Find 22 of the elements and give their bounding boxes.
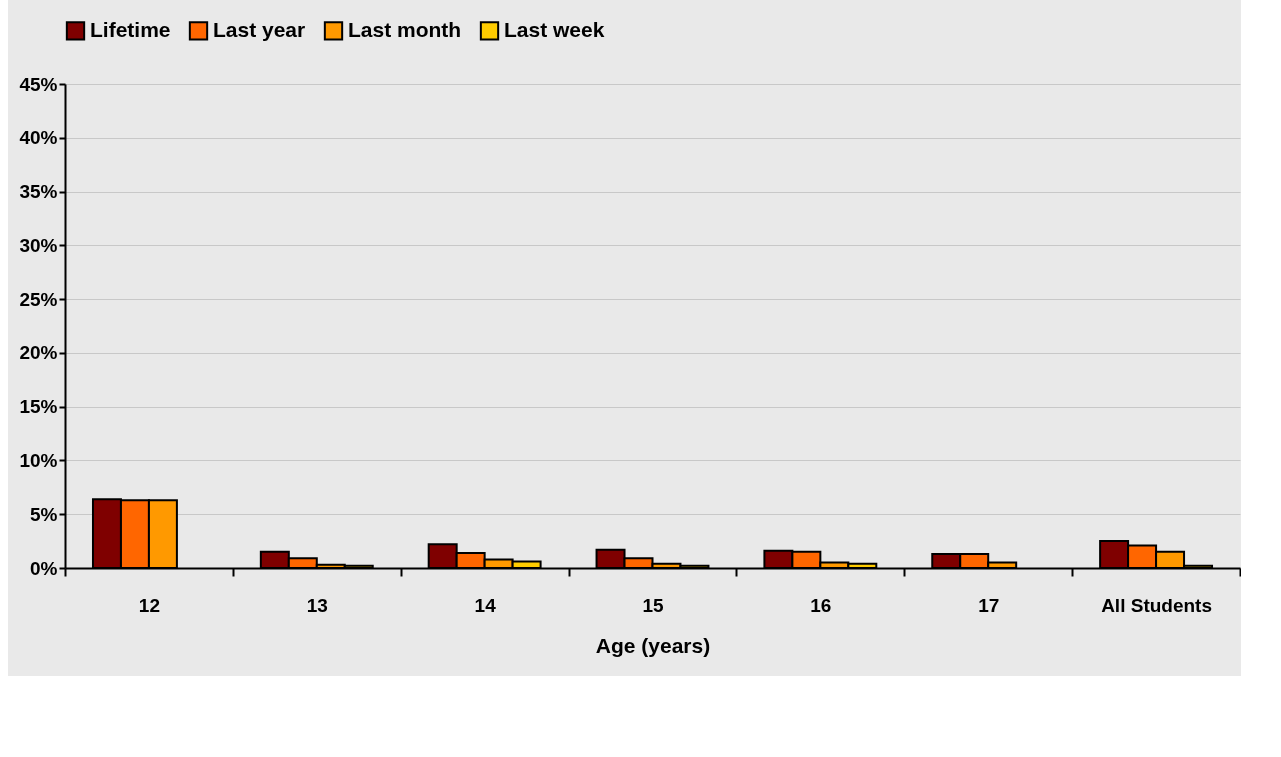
x-tick-label: 14	[474, 594, 497, 616]
legend-label: Last month	[348, 17, 462, 41]
legend-label: Last year	[213, 17, 306, 41]
y-tick-label: 45%	[19, 73, 58, 95]
x-tick-label: 15	[642, 594, 664, 616]
y-tick-label: 5%	[30, 503, 58, 525]
y-tick-label: 15%	[19, 396, 58, 418]
x-tick-label: 13	[306, 594, 328, 616]
y-tick-label: 20%	[19, 342, 58, 364]
y-tick-label: 10%	[19, 449, 58, 471]
x-tick-label: 12	[138, 594, 160, 616]
x-axis-title: Age (years)	[595, 633, 711, 657]
x-tick-label: 17	[978, 594, 1000, 616]
y-tick-label: 30%	[19, 234, 58, 256]
legend-label: Last week	[504, 17, 605, 41]
x-tick-label: All Students	[1101, 594, 1212, 616]
legend-label: Lifetime	[90, 17, 171, 41]
y-tick-label: 35%	[19, 181, 58, 203]
y-tick-label: 0%	[30, 557, 58, 579]
y-tick-label: 25%	[19, 288, 58, 310]
x-tick-label: 16	[810, 594, 832, 616]
y-tick-label: 40%	[19, 127, 58, 149]
